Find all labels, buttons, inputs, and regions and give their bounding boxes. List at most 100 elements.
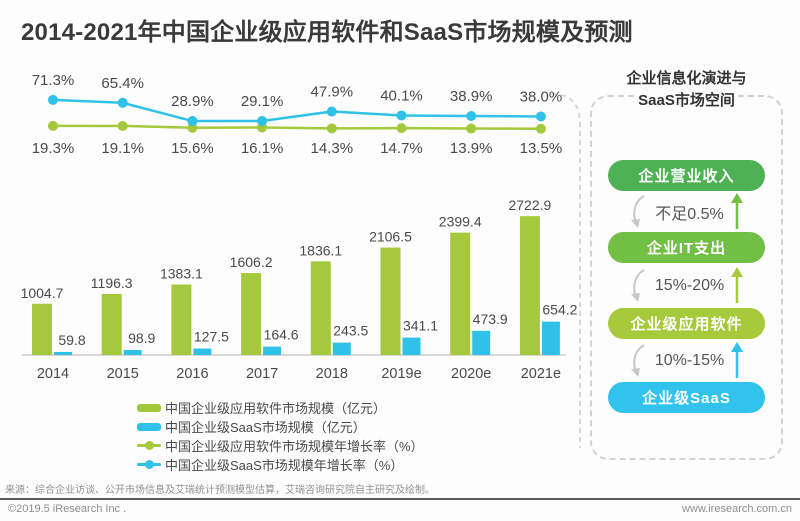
bar-software-2021e — [519, 216, 540, 355]
x-axis-label-2017: 2017 — [246, 366, 278, 382]
pill-label: 企业IT支出 — [646, 240, 727, 257]
value-label-saas-2017: 164.6 — [264, 327, 299, 343]
pill-enterprise-saas: 企业级SaaS — [608, 382, 765, 413]
pct-label-saas-growth-2015: 65.4% — [101, 75, 144, 92]
bar-software-2020e — [450, 232, 471, 355]
software-growth-line-point-2014 — [48, 120, 58, 131]
saas-growth-line-point-2018 — [326, 106, 337, 117]
software-growth-line-point-2019e — [396, 123, 407, 134]
x-axis-label-2020e: 2020e — [451, 366, 491, 382]
software-growth-line — [52, 124, 541, 130]
pct-label-software-growth-2021e: 13.5% — [520, 140, 563, 157]
pct-label-saas-growth-2021e: 38.0% — [520, 89, 563, 106]
bar-software-2016 — [171, 284, 192, 355]
x-axis-label-2016: 2016 — [176, 366, 208, 382]
value-label-software-2017: 1606.2 — [230, 254, 273, 270]
legend-label: 中国企业级应用软件市场规模年增长率（%） — [165, 439, 424, 454]
bar-software-2014 — [32, 303, 52, 355]
legend-item-software-bar: 中国企业级应用软件市场规模（亿元） — [137, 398, 424, 417]
value-label-saas-2019e: 341.1 — [403, 318, 438, 334]
source-note: 来源：综合企业访谈、公开市场信息及艾瑞统计预测模型估算，艾瑞咨询研究院自主研究及… — [5, 485, 435, 496]
value-label-saas-2014: 59.8 — [58, 332, 85, 348]
gap-revenue-to-it-spend: 不足0.5% — [590, 192, 783, 232]
value-label-software-2014: 1004.7 — [21, 285, 64, 301]
legend-swatch-software-line — [137, 441, 161, 450]
pct-label-saas-growth-2014: 71.3% — [32, 72, 75, 89]
software-growth-line-point-2021e — [535, 123, 546, 134]
pct-label-saas-growth-2020e: 38.9% — [450, 88, 493, 105]
up-arrow-icon — [731, 267, 744, 303]
bar-saas-2016 — [193, 348, 212, 355]
saas-growth-line-point-2014 — [48, 94, 58, 105]
value-label-saas-2015: 98.9 — [128, 330, 155, 346]
pct-label-saas-growth-2018: 47.9% — [311, 84, 354, 101]
side-panel-title-line2: SaaS市场空间 — [635, 92, 738, 109]
gap-it-spend-to-software: 15%-20% — [590, 266, 783, 306]
value-label-software-2021e: 2722.9 — [508, 197, 551, 213]
bar-saas-2017 — [263, 346, 282, 355]
value-label-saas-2020e: 473.9 — [473, 311, 508, 327]
value-label-saas-2021e: 654.2 — [542, 302, 577, 318]
legend-swatch-software-bar — [137, 403, 161, 412]
up-arrow-icon — [731, 342, 744, 378]
website-url: www.iresearch.com.cn — [681, 503, 792, 515]
value-label-saas-2018: 243.5 — [333, 323, 368, 339]
legend-label: 中国企业级SaaS市场规模（亿元） — [165, 420, 366, 435]
x-axis-label-2021e: 2021e — [521, 366, 561, 382]
up-arrow-icon — [730, 193, 743, 229]
pill-label: 企业营业收入 — [638, 168, 735, 185]
value-label-saas-2016: 127.5 — [194, 328, 229, 344]
side-panel-title-line1: 企业信息化演进与 — [623, 70, 750, 87]
saas-growth-line-point-2021e — [535, 111, 546, 122]
saas-growth-line-point-2019e — [396, 110, 407, 121]
legend-item-saas-growth-line: 中国企业级SaaS市场规模年增长率（%） — [137, 455, 424, 474]
curved-down-arrow-icon — [631, 195, 645, 228]
value-label-software-2018: 1836.1 — [299, 242, 342, 258]
bar-saas-2018 — [332, 342, 351, 355]
pct-label-software-growth-2014: 19.3% — [32, 140, 75, 157]
side-panel-title: 企业信息化演进与 SaaS市场空间 — [590, 68, 783, 112]
combo-chart: 1004.7 59.8 2014 19.3% 71.3% 1196.3 98.9 2015 19… — [21, 72, 581, 448]
legend-label: 中国企业级应用软件市场规模（亿元） — [165, 401, 387, 416]
saas-growth-line-point-2020e — [466, 111, 477, 122]
value-label-software-2020e: 2399.4 — [439, 214, 482, 230]
legend-swatch-saas-line — [137, 460, 161, 469]
curved-down-arrow-icon — [630, 269, 645, 302]
pct-label-saas-growth-2017: 29.1% — [241, 93, 284, 110]
saas-growth-line — [52, 98, 541, 123]
pct-label-saas-growth-2019e: 40.1% — [380, 87, 423, 104]
pct-label-saas-growth-2016: 28.9% — [171, 93, 214, 110]
bar-software-2017 — [241, 273, 262, 355]
legend-item-saas-bar: 中国企业级SaaS市场规模（亿元） — [137, 417, 424, 436]
software-growth-line-point-2020e — [466, 123, 477, 134]
bar-software-2015 — [101, 293, 122, 355]
pill-label: 企业级应用软件 — [630, 316, 743, 333]
software-growth-line-point-2015 — [117, 120, 128, 131]
pct-label-software-growth-2016: 15.6% — [171, 140, 214, 157]
x-axis-label-2019e: 2019e — [381, 366, 421, 382]
gap-software-to-saas: 10%-15% — [590, 341, 783, 381]
copyright-text: ©2019.5 iResearch Inc . — [8, 503, 127, 515]
gap-percentage-label: 不足0.5% — [655, 206, 724, 223]
legend-item-software-growth-line: 中国企业级应用软件市场规模年增长率（%） — [137, 436, 424, 455]
pct-label-software-growth-2017: 16.1% — [241, 140, 284, 157]
pct-label-software-growth-2018: 14.3% — [311, 140, 354, 157]
saas-growth-line-point-2015 — [117, 97, 128, 108]
footer-divider — [0, 498, 800, 500]
bar-saas-2015 — [123, 349, 142, 355]
bar-software-2019e — [380, 247, 401, 355]
x-axis-label-2015: 2015 — [107, 366, 139, 382]
bar-saas-2020e — [472, 330, 491, 355]
pct-label-software-growth-2019e: 14.7% — [380, 140, 423, 157]
pct-label-software-growth-2020e: 13.9% — [450, 140, 493, 157]
gap-percentage-label: 15%-20% — [654, 277, 725, 294]
pill-enterprise-revenue: 企业营业收入 — [608, 160, 765, 191]
bar-saas-2021e — [541, 321, 560, 355]
pill-enterprise-application-software: 企业级应用软件 — [608, 308, 765, 339]
bar-software-2018 — [310, 261, 331, 355]
saas-growth-line-point-2016 — [187, 116, 198, 127]
panel-connector-dashed-line — [551, 93, 581, 448]
saas-growth-line-point-2017 — [257, 115, 268, 126]
pill-label: 企业级SaaS — [642, 390, 731, 407]
value-label-software-2016: 1383.1 — [160, 265, 203, 281]
